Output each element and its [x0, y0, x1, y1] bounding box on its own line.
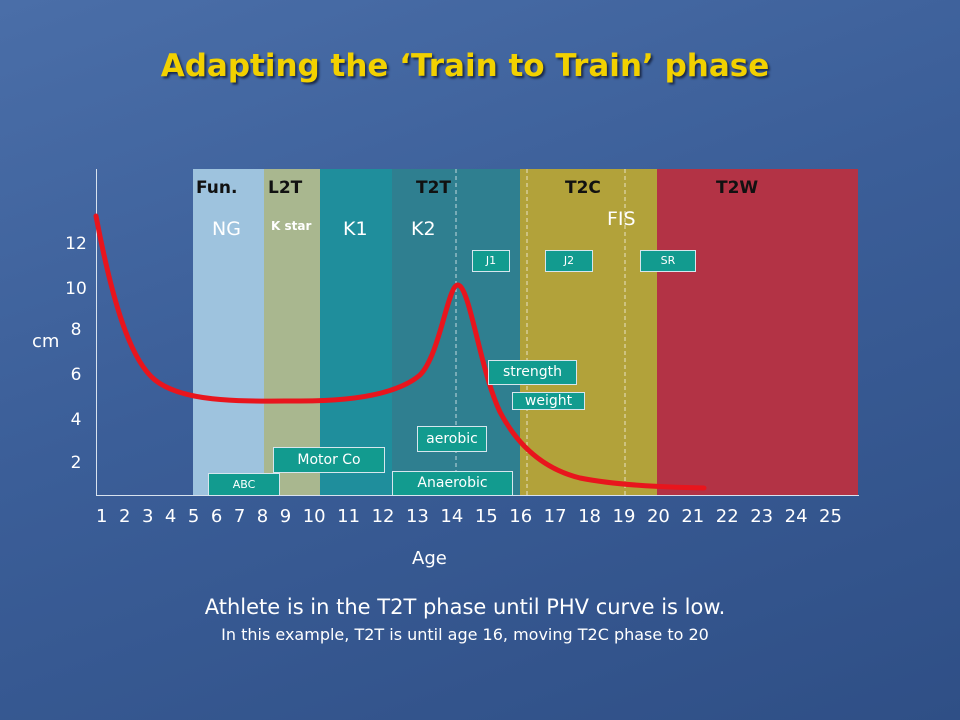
band-train-to-win	[657, 169, 858, 495]
marker-j2: J2	[545, 250, 593, 272]
caption-sub: In this example, T2T is until age 16, mo…	[221, 625, 709, 644]
sub-label-k1: K1	[343, 218, 368, 240]
x-axis-ticks: 1 2 3 4 5 6 7 8 9 10 11 12 13 14 15 16 17 18 19 20 21 22 23 24 2…	[96, 505, 842, 529]
band-learn-to-train	[264, 169, 320, 495]
y-axis-unit: cm	[32, 331, 60, 352]
x-tick-10: 10	[302, 506, 326, 527]
x-tick-19: 19	[612, 506, 636, 527]
x-tick-6: 6	[210, 506, 223, 527]
box-weight: weight	[512, 392, 585, 410]
x-tick-18: 18	[578, 506, 601, 527]
phv-curve	[93, 213, 707, 491]
y-tick-2: 2	[70, 453, 82, 473]
box-aerobic: aerobic	[417, 426, 487, 452]
phase-label-t2c: T2C	[565, 178, 601, 198]
slide-title: Adapting the ‘Train to Train’ phase	[160, 48, 770, 84]
x-tick-3: 3	[141, 506, 154, 527]
x-tick-17: 17	[543, 506, 567, 527]
box-strength: strength	[488, 360, 577, 385]
x-tick-4: 4	[164, 506, 177, 527]
x-tick-21: 21	[681, 506, 705, 527]
x-tick-7: 7	[233, 506, 246, 527]
box-abc: ABC	[208, 473, 280, 496]
x-tick-2: 2	[118, 506, 131, 527]
x-tick-20: 20	[646, 506, 670, 527]
x-tick-8: 8	[256, 506, 269, 527]
x-tick-13: 13	[405, 506, 429, 527]
y-tick-8: 8	[70, 320, 82, 340]
x-tick-16: 16	[509, 506, 533, 527]
y-tick-6: 6	[70, 365, 82, 385]
phase-label-t2w: T2W	[716, 178, 759, 198]
x-tick-24: 24	[784, 506, 808, 527]
y-tick-10: 10	[65, 279, 87, 299]
x-tick-5: 5	[187, 506, 200, 527]
x-tick-23: 23	[750, 506, 774, 527]
x-tick-1: 1	[96, 506, 108, 527]
x-tick-25: 25	[819, 506, 842, 527]
x-tick-12: 12	[371, 506, 395, 527]
x-tick-22: 22	[715, 506, 739, 527]
y-tick-4: 4	[70, 410, 82, 430]
caption-main: Athlete is in the T2T phase until PHV cu…	[204, 595, 726, 619]
sub-label-k-star: K star	[271, 219, 312, 233]
box-anaerobic: Anaerobic	[392, 471, 513, 496]
x-tick-11: 11	[337, 506, 361, 527]
marker-sr: SR	[640, 250, 696, 272]
x-axis-title: Age	[412, 548, 447, 569]
box-motor-co: Motor Co	[273, 447, 385, 473]
y-tick-12: 12	[65, 234, 87, 254]
x-tick-9: 9	[279, 506, 292, 527]
sub-label-ng: NG	[212, 218, 241, 240]
marker-j1: J1	[472, 250, 510, 272]
phase-label-l2t: L2T	[268, 178, 303, 198]
band-fundamentals	[193, 169, 264, 495]
band-train-to-compete	[520, 169, 657, 495]
phase-label-t2t: T2T	[416, 178, 452, 198]
band-k1	[320, 169, 392, 495]
phase-label-fun: Fun.	[196, 178, 238, 198]
sub-label-fis: FIS	[607, 208, 636, 230]
x-tick-14: 14	[440, 506, 464, 527]
x-tick-15: 15	[474, 506, 498, 527]
sub-label-k2: K2	[411, 218, 436, 240]
